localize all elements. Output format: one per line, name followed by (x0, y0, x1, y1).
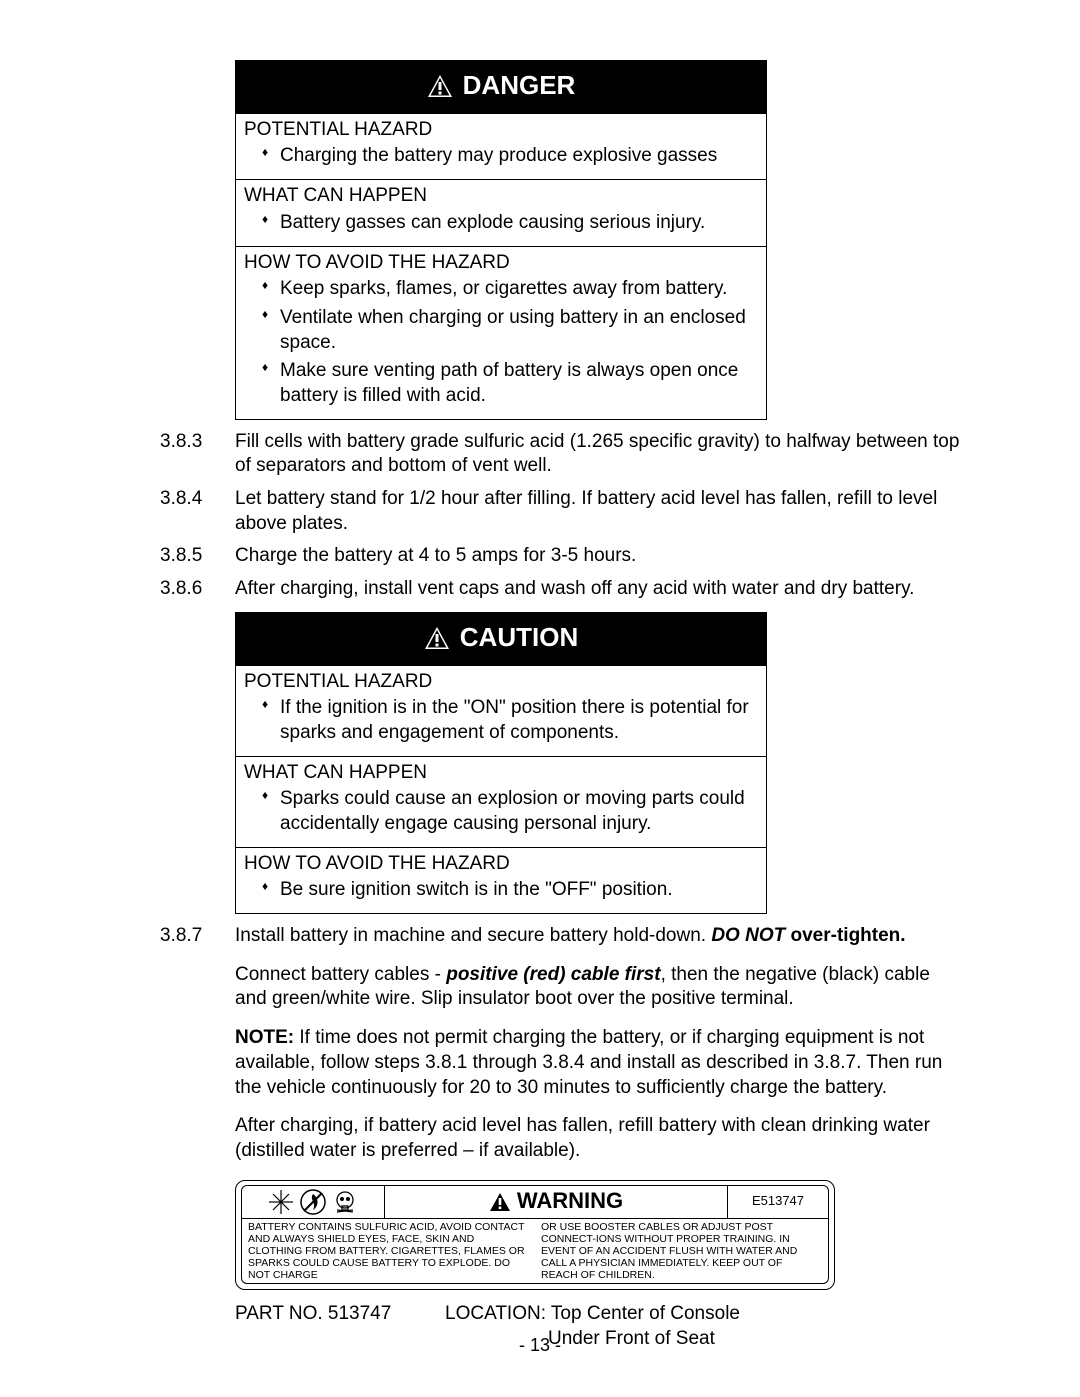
step-paragraph: Install battery in machine and secure ba… (235, 924, 960, 949)
danger-section-title: HOW TO AVOID THE HAZARD (244, 251, 758, 276)
warning-triangle-icon (427, 74, 453, 98)
step-paragraph: NOTE: If time does not permit charging t… (235, 1026, 960, 1100)
warning-body: BATTERY CONTAINS SULFURIC ACID, AVOID CO… (242, 1218, 828, 1283)
danger-section-2: HOW TO AVOID THE HAZARD Keep sparks, fla… (236, 246, 766, 419)
step-row: 3.8.7 Install battery in machine and sec… (160, 924, 960, 1164)
step-text: Fill cells with battery grade sulfuric a… (235, 430, 960, 479)
hazard-list: If the ignition is in the "ON" position … (244, 696, 758, 745)
hazard-list: Charging the battery may produce explosi… (244, 144, 758, 169)
warning-icons-cell (242, 1186, 385, 1218)
step-number: 3.8.4 (160, 487, 235, 536)
warning-label-top: WARNING E513747 (242, 1186, 828, 1218)
caution-box: CAUTION POTENTIAL HAZARD If the ignition… (235, 612, 767, 914)
warning-text-left: BATTERY CONTAINS SULFURIC ACID, AVOID CO… (242, 1219, 535, 1283)
step-paragraph: Connect battery cables - positive (red) … (235, 963, 960, 1012)
hazard-list: Sparks could cause an explosion or movin… (244, 787, 758, 836)
step-number: 3.8.5 (160, 544, 235, 569)
warning-label: WARNING E513747 BATTERY CONTAINS SULFURI… (235, 1180, 835, 1290)
warning-label-inner: WARNING E513747 BATTERY CONTAINS SULFURI… (241, 1185, 829, 1284)
warning-title-cell: WARNING (385, 1186, 728, 1218)
label-location-line: LOCATION: Top Center of Console (445, 1302, 960, 1327)
note-label: NOTE: (235, 1027, 294, 1048)
hazard-list: Battery gasses can explode causing serio… (244, 211, 758, 236)
danger-header: DANGER (236, 61, 766, 113)
warning-triangle-icon (489, 1192, 511, 1212)
manual-page: DANGER POTENTIAL HAZARD Charging the bat… (0, 0, 1080, 1397)
caution-section-title: POTENTIAL HAZARD (244, 670, 758, 695)
hazard-list: Keep sparks, flames, or cigarettes away … (244, 277, 758, 408)
hazard-item: Ventilate when charging or using battery… (244, 306, 758, 355)
step-text: After charging, install vent caps and wa… (235, 577, 960, 602)
emphasis: positive (red) cable first (446, 964, 660, 985)
explosion-icon (267, 1188, 295, 1216)
hazard-list: Be sure ignition switch is in the "OFF" … (244, 878, 758, 903)
hazard-item: Be sure ignition switch is in the "OFF" … (244, 878, 758, 903)
warning-text-right: OR USE BOOSTER CABLES OR ADJUST POST CON… (535, 1219, 828, 1283)
warning-id: E513747 (728, 1186, 828, 1218)
step-text: Charge the battery at 4 to 5 amps for 3-… (235, 544, 960, 569)
danger-section-title: WHAT CAN HAPPEN (244, 184, 758, 209)
hazard-item: Make sure venting path of battery is alw… (244, 359, 758, 408)
no-flame-icon (299, 1188, 327, 1216)
caution-section-1: WHAT CAN HAPPEN Sparks could cause an ex… (236, 756, 766, 847)
page-number: - 13 - (0, 1334, 1080, 1357)
step-text: Let battery stand for 1/2 hour after fil… (235, 487, 960, 536)
step-number: 3.8.3 (160, 430, 235, 479)
step-row: 3.8.4 Let battery stand for 1/2 hour aft… (160, 487, 960, 536)
danger-section-1: WHAT CAN HAPPEN Battery gasses can explo… (236, 179, 766, 245)
hazard-item: Keep sparks, flames, or cigarettes away … (244, 277, 758, 302)
step-paragraph: After charging, if battery acid level ha… (235, 1114, 960, 1163)
hazard-item: Charging the battery may produce explosi… (244, 144, 758, 169)
step-number: 3.8.6 (160, 577, 235, 602)
step-number: 3.8.7 (160, 924, 235, 1164)
hazard-item: Battery gasses can explode causing serio… (244, 211, 758, 236)
step-row: 3.8.5 Charge the battery at 4 to 5 amps … (160, 544, 960, 569)
step-body: Install battery in machine and secure ba… (235, 924, 960, 1164)
caution-section-2: HOW TO AVOID THE HAZARD Be sure ignition… (236, 847, 766, 913)
emphasis: DO NOT (711, 925, 785, 946)
caution-section-title: WHAT CAN HAPPEN (244, 761, 758, 786)
danger-section-0: POTENTIAL HAZARD Charging the battery ma… (236, 113, 766, 179)
skull-icon (331, 1188, 359, 1216)
step-row: 3.8.6 After charging, install vent caps … (160, 577, 960, 602)
hazard-item: If the ignition is in the "ON" position … (244, 696, 758, 745)
caution-header: CAUTION (236, 613, 766, 665)
hazard-item: Sparks could cause an explosion or movin… (244, 787, 758, 836)
danger-header-text: DANGER (463, 69, 576, 103)
caution-section-title: HOW TO AVOID THE HAZARD (244, 852, 758, 877)
step-row: 3.8.3 Fill cells with battery grade sulf… (160, 430, 960, 479)
danger-box: DANGER POTENTIAL HAZARD Charging the bat… (235, 60, 767, 420)
caution-header-text: CAUTION (460, 621, 578, 655)
warning-title-text: WARNING (517, 1187, 623, 1216)
caution-section-0: POTENTIAL HAZARD If the ignition is in t… (236, 665, 766, 756)
emphasis: over-tighten. (785, 925, 905, 946)
danger-section-title: POTENTIAL HAZARD (244, 118, 758, 143)
warning-triangle-icon (424, 626, 450, 650)
